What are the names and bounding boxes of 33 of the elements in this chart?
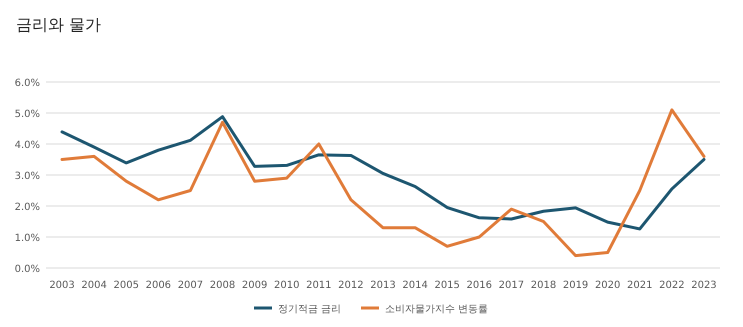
y-tick-label: 3.0% bbox=[14, 171, 40, 182]
x-tick-label: 2004 bbox=[81, 280, 107, 291]
x-tick-label: 2011 bbox=[306, 280, 332, 291]
y-tick-label: 6.0% bbox=[14, 78, 40, 89]
x-tick-label: 2003 bbox=[49, 280, 75, 291]
x-tick-label: 2021 bbox=[627, 280, 652, 291]
y-tick-label: 4.0% bbox=[14, 140, 40, 151]
x-tick-label: 2016 bbox=[466, 280, 492, 291]
x-tick-label: 2012 bbox=[338, 280, 364, 291]
line-series bbox=[60, 108, 706, 258]
y-tick-label: 5.0% bbox=[14, 109, 40, 120]
x-tick-label: 2007 bbox=[178, 280, 204, 291]
x-tick-label: 2022 bbox=[659, 280, 685, 291]
x-tick-label: 2005 bbox=[114, 280, 139, 291]
x-tick-label: 2018 bbox=[530, 280, 556, 291]
x-tick-label: 2017 bbox=[498, 280, 524, 291]
x-tick-label: 2006 bbox=[146, 280, 172, 291]
x-tick-label: 2013 bbox=[370, 280, 396, 291]
x-tick-label: 2015 bbox=[434, 280, 460, 291]
y-tick-label: 2.0% bbox=[14, 202, 40, 213]
legend-label: 정기적금 금리 bbox=[278, 304, 342, 315]
x-tick-label: 2009 bbox=[242, 280, 268, 291]
y-tick-label: 0.0% bbox=[14, 264, 40, 275]
x-tick-label: 2023 bbox=[691, 280, 717, 291]
chart-title: 금리와 물가 bbox=[16, 15, 102, 34]
x-tick-label: 2020 bbox=[594, 280, 620, 291]
line-series bbox=[60, 115, 706, 230]
legend-label: 소비자물가지수 변동률 bbox=[385, 304, 488, 315]
x-tick-label: 2014 bbox=[402, 280, 428, 291]
x-tick-label: 2010 bbox=[274, 280, 300, 291]
x-tick-label: 2008 bbox=[210, 280, 236, 291]
x-tick-label: 2019 bbox=[562, 280, 588, 291]
y-tick-label: 1.0% bbox=[14, 233, 40, 244]
